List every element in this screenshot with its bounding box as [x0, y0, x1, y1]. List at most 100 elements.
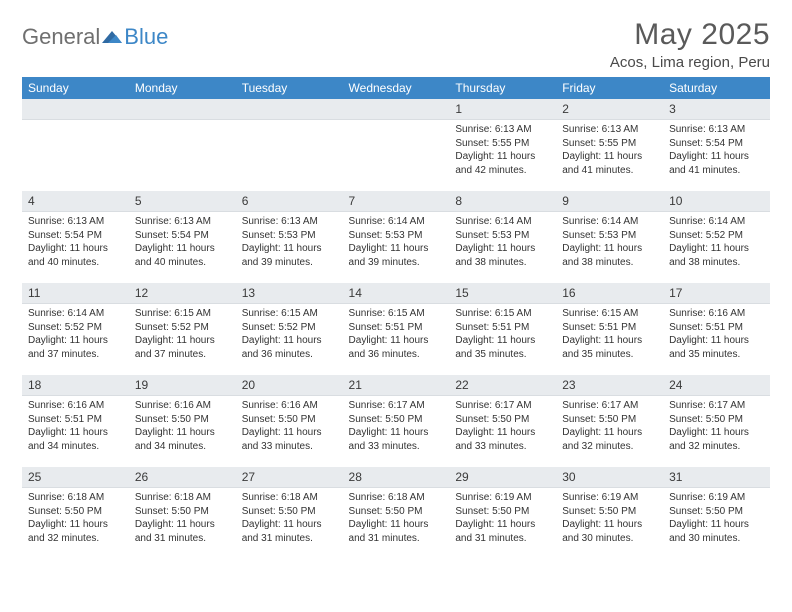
calendar-day-cell: 20Sunrise: 6:16 AMSunset: 5:50 PMDayligh… [236, 375, 343, 467]
sunset-text: Sunset: 5:52 PM [135, 321, 230, 335]
sunrise-text: Sunrise: 6:16 AM [28, 399, 123, 413]
day-number-empty [22, 99, 129, 120]
calendar-day-cell: 15Sunrise: 6:15 AMSunset: 5:51 PMDayligh… [449, 283, 556, 375]
calendar-day-cell: 27Sunrise: 6:18 AMSunset: 5:50 PMDayligh… [236, 467, 343, 559]
calendar-day-cell: 17Sunrise: 6:16 AMSunset: 5:51 PMDayligh… [663, 283, 770, 375]
sunset-text: Sunset: 5:50 PM [562, 413, 657, 427]
daylight-text: Daylight: 11 hours and 31 minutes. [349, 518, 444, 545]
sunset-text: Sunset: 5:54 PM [669, 137, 764, 151]
sunrise-text: Sunrise: 6:13 AM [28, 215, 123, 229]
day-body: Sunrise: 6:13 AMSunset: 5:53 PMDaylight:… [236, 212, 343, 273]
day-body: Sunrise: 6:15 AMSunset: 5:51 PMDaylight:… [343, 304, 450, 365]
sunset-text: Sunset: 5:51 PM [455, 321, 550, 335]
calendar-day-cell: 14Sunrise: 6:15 AMSunset: 5:51 PMDayligh… [343, 283, 450, 375]
sunrise-text: Sunrise: 6:14 AM [28, 307, 123, 321]
sunrise-text: Sunrise: 6:15 AM [562, 307, 657, 321]
daylight-text: Daylight: 11 hours and 39 minutes. [349, 242, 444, 269]
day-number: 2 [556, 99, 663, 120]
daylight-text: Daylight: 11 hours and 32 minutes. [28, 518, 123, 545]
day-body: Sunrise: 6:15 AMSunset: 5:52 PMDaylight:… [129, 304, 236, 365]
daylight-text: Daylight: 11 hours and 41 minutes. [562, 150, 657, 177]
calendar-day-cell: 29Sunrise: 6:19 AMSunset: 5:50 PMDayligh… [449, 467, 556, 559]
sunset-text: Sunset: 5:54 PM [28, 229, 123, 243]
day-number: 29 [449, 467, 556, 488]
day-body: Sunrise: 6:16 AMSunset: 5:51 PMDaylight:… [663, 304, 770, 365]
weekday-header: Tuesday [236, 77, 343, 99]
calendar-day-cell: 28Sunrise: 6:18 AMSunset: 5:50 PMDayligh… [343, 467, 450, 559]
calendar-day-cell: 8Sunrise: 6:14 AMSunset: 5:53 PMDaylight… [449, 191, 556, 283]
calendar-day-cell: 24Sunrise: 6:17 AMSunset: 5:50 PMDayligh… [663, 375, 770, 467]
day-number: 23 [556, 375, 663, 396]
calendar-week-row: 1Sunrise: 6:13 AMSunset: 5:55 PMDaylight… [22, 99, 770, 191]
calendar-day-cell: 12Sunrise: 6:15 AMSunset: 5:52 PMDayligh… [129, 283, 236, 375]
calendar-day-cell: 1Sunrise: 6:13 AMSunset: 5:55 PMDaylight… [449, 99, 556, 191]
day-body: Sunrise: 6:19 AMSunset: 5:50 PMDaylight:… [663, 488, 770, 549]
calendar-day-cell: 19Sunrise: 6:16 AMSunset: 5:50 PMDayligh… [129, 375, 236, 467]
day-body: Sunrise: 6:15 AMSunset: 5:51 PMDaylight:… [449, 304, 556, 365]
day-number: 30 [556, 467, 663, 488]
calendar-day-cell [236, 99, 343, 191]
sunrise-text: Sunrise: 6:15 AM [349, 307, 444, 321]
sunset-text: Sunset: 5:50 PM [135, 413, 230, 427]
daylight-text: Daylight: 11 hours and 35 minutes. [562, 334, 657, 361]
weekday-header: Monday [129, 77, 236, 99]
calendar-day-cell: 3Sunrise: 6:13 AMSunset: 5:54 PMDaylight… [663, 99, 770, 191]
calendar-day-cell: 13Sunrise: 6:15 AMSunset: 5:52 PMDayligh… [236, 283, 343, 375]
day-number: 26 [129, 467, 236, 488]
daylight-text: Daylight: 11 hours and 34 minutes. [135, 426, 230, 453]
day-number: 11 [22, 283, 129, 304]
day-number: 27 [236, 467, 343, 488]
daylight-text: Daylight: 11 hours and 42 minutes. [455, 150, 550, 177]
calendar-week-row: 11Sunrise: 6:14 AMSunset: 5:52 PMDayligh… [22, 283, 770, 375]
day-body: Sunrise: 6:13 AMSunset: 5:55 PMDaylight:… [449, 120, 556, 181]
sunrise-text: Sunrise: 6:14 AM [669, 215, 764, 229]
sunrise-text: Sunrise: 6:13 AM [669, 123, 764, 137]
day-number-empty [129, 99, 236, 120]
daylight-text: Daylight: 11 hours and 39 minutes. [242, 242, 337, 269]
daylight-text: Daylight: 11 hours and 38 minutes. [455, 242, 550, 269]
daylight-text: Daylight: 11 hours and 33 minutes. [349, 426, 444, 453]
calendar-day-cell: 6Sunrise: 6:13 AMSunset: 5:53 PMDaylight… [236, 191, 343, 283]
calendar-day-cell: 2Sunrise: 6:13 AMSunset: 5:55 PMDaylight… [556, 99, 663, 191]
weekday-header: Friday [556, 77, 663, 99]
sunrise-text: Sunrise: 6:13 AM [562, 123, 657, 137]
day-body: Sunrise: 6:13 AMSunset: 5:55 PMDaylight:… [556, 120, 663, 181]
day-body: Sunrise: 6:17 AMSunset: 5:50 PMDaylight:… [449, 396, 556, 457]
sunrise-text: Sunrise: 6:18 AM [349, 491, 444, 505]
calendar-day-cell: 11Sunrise: 6:14 AMSunset: 5:52 PMDayligh… [22, 283, 129, 375]
day-body: Sunrise: 6:19 AMSunset: 5:50 PMDaylight:… [449, 488, 556, 549]
calendar-header-row: SundayMondayTuesdayWednesdayThursdayFrid… [22, 77, 770, 99]
day-body: Sunrise: 6:18 AMSunset: 5:50 PMDaylight:… [236, 488, 343, 549]
calendar-day-cell: 25Sunrise: 6:18 AMSunset: 5:50 PMDayligh… [22, 467, 129, 559]
calendar-day-cell: 26Sunrise: 6:18 AMSunset: 5:50 PMDayligh… [129, 467, 236, 559]
sunset-text: Sunset: 5:50 PM [562, 505, 657, 519]
day-number: 18 [22, 375, 129, 396]
day-body: Sunrise: 6:13 AMSunset: 5:54 PMDaylight:… [129, 212, 236, 273]
day-number: 6 [236, 191, 343, 212]
calendar-week-row: 25Sunrise: 6:18 AMSunset: 5:50 PMDayligh… [22, 467, 770, 559]
sunset-text: Sunset: 5:55 PM [562, 137, 657, 151]
calendar-day-cell: 21Sunrise: 6:17 AMSunset: 5:50 PMDayligh… [343, 375, 450, 467]
sunrise-text: Sunrise: 6:13 AM [455, 123, 550, 137]
day-body: Sunrise: 6:15 AMSunset: 5:51 PMDaylight:… [556, 304, 663, 365]
page-location: Acos, Lima region, Peru [610, 54, 770, 71]
sunset-text: Sunset: 5:52 PM [28, 321, 123, 335]
sunrise-text: Sunrise: 6:17 AM [669, 399, 764, 413]
day-body: Sunrise: 6:16 AMSunset: 5:50 PMDaylight:… [236, 396, 343, 457]
day-number: 16 [556, 283, 663, 304]
sunrise-text: Sunrise: 6:19 AM [669, 491, 764, 505]
daylight-text: Daylight: 11 hours and 32 minutes. [669, 426, 764, 453]
daylight-text: Daylight: 11 hours and 33 minutes. [455, 426, 550, 453]
day-number: 17 [663, 283, 770, 304]
weekday-header: Wednesday [343, 77, 450, 99]
day-number: 8 [449, 191, 556, 212]
calendar-day-cell [129, 99, 236, 191]
calendar-day-cell: 23Sunrise: 6:17 AMSunset: 5:50 PMDayligh… [556, 375, 663, 467]
sunset-text: Sunset: 5:53 PM [455, 229, 550, 243]
sunset-text: Sunset: 5:50 PM [455, 413, 550, 427]
day-body: Sunrise: 6:18 AMSunset: 5:50 PMDaylight:… [22, 488, 129, 549]
sunrise-text: Sunrise: 6:13 AM [242, 215, 337, 229]
sunrise-text: Sunrise: 6:19 AM [455, 491, 550, 505]
day-body: Sunrise: 6:16 AMSunset: 5:51 PMDaylight:… [22, 396, 129, 457]
daylight-text: Daylight: 11 hours and 35 minutes. [455, 334, 550, 361]
